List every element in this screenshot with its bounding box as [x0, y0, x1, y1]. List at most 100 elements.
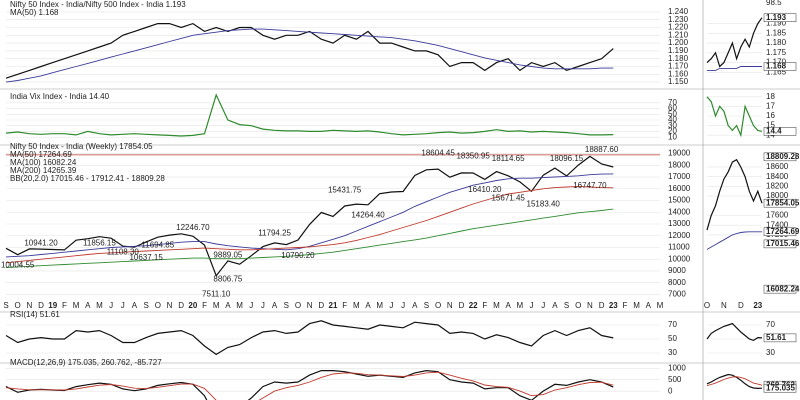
series-line [706, 17, 763, 68]
y-tick-label: 1.150 [668, 77, 689, 86]
x-tick-label: 22 [469, 301, 478, 310]
x-tick-label: N [26, 301, 32, 310]
x-tick-label: A [552, 301, 558, 310]
value-badge [763, 62, 797, 71]
legend-entry: RSI(14) 51.61 [10, 310, 60, 319]
x-tick-label: A [272, 301, 278, 310]
series-line [5, 320, 614, 356]
x-tick-label: 20 [188, 301, 197, 310]
y-tick-label: 8000 [668, 278, 686, 287]
panel [5, 93, 660, 138]
series-line [5, 371, 614, 400]
value-badge [763, 227, 797, 237]
y-tick-label: 60 [668, 104, 677, 113]
series-line [5, 173, 614, 258]
x-tick-label: N [447, 301, 453, 310]
x-tick-label: M [657, 301, 664, 310]
x-tick-label: M [493, 301, 500, 310]
series-line [5, 369, 614, 400]
y-tick-label: 1.190 [766, 19, 787, 28]
legend-entry: MA(50) 1.168 [10, 8, 59, 17]
y-tick-label: 1.210 [668, 30, 689, 39]
panel [706, 322, 763, 354]
pivot-label: 10637.15 [129, 253, 163, 262]
panel [706, 158, 763, 250]
y-tick-label: 1.170 [668, 62, 689, 71]
top-label: 98.5 [766, 0, 782, 7]
pivot-label: 15431.75 [328, 186, 362, 195]
x-tick-label: F [482, 301, 487, 310]
x-tick-label: J [249, 301, 253, 310]
x-tick-label: N [307, 301, 313, 310]
value-badge [763, 284, 797, 294]
panel [5, 153, 660, 295]
panel [5, 367, 660, 400]
pivot-label: 12246.70 [176, 223, 210, 232]
y-tick-label: 18000 [668, 160, 691, 169]
value-badge [763, 152, 797, 162]
x-tick-label: J [261, 301, 265, 310]
x-tick-label: M [517, 301, 524, 310]
x-tick-label: S [143, 301, 148, 310]
y-tick-label: 16000 [668, 184, 691, 193]
x-tick-label: A [646, 301, 652, 310]
pivot-label: 18350.95 [456, 151, 490, 160]
series-line [707, 66, 762, 71]
x-tick-label: D [38, 301, 44, 310]
x-tick-label: M [236, 301, 243, 310]
x-tick-label: N [167, 301, 173, 310]
x-tick-label: J [121, 301, 125, 310]
y-tick-label: 10000 [668, 254, 691, 263]
value-badge [763, 13, 797, 22]
series-line [5, 208, 614, 268]
y-tick-label: 16 [766, 111, 775, 120]
x-tick-label: J [541, 301, 545, 310]
x-tick-label: A [365, 301, 371, 310]
pivot-label: 16410.20 [468, 185, 502, 194]
y-tick-label: 9000 [668, 266, 686, 275]
y-tick-label: 1000 [668, 363, 686, 372]
y-tick-label: 18000 [766, 191, 789, 200]
legend-entry: Nifty 50 Index - India/Nifty 500 Index -… [10, 0, 186, 9]
y-tick-label: 1.230 [668, 15, 689, 24]
x-tick-label: S [564, 301, 569, 310]
x-tick-label: F [623, 301, 628, 310]
pivot-label: 10941.20 [24, 238, 58, 247]
y-tick-label: 50 [668, 109, 677, 118]
pivot-label: 15183.40 [527, 199, 561, 208]
x-tick-label: O [435, 301, 441, 310]
x-tick-label: F [62, 301, 67, 310]
panel [5, 320, 660, 356]
pivot-label: 14264.40 [351, 210, 385, 219]
y-tick-label: 1.185 [766, 28, 787, 37]
legend-entry: MA(50) 17264.69 [10, 150, 72, 159]
y-tick-label: 13000 [668, 219, 691, 228]
pivot-label: 7511.10 [202, 290, 231, 299]
y-tick-label: 1.180 [668, 54, 689, 63]
x-tick-label: M [633, 301, 640, 310]
y-tick-label: 70 [766, 320, 775, 329]
value-badge-label: 17015.46 [766, 239, 800, 248]
y-tick-label: 50 [668, 334, 677, 343]
x-tick-label: A [506, 301, 512, 310]
series-line [5, 93, 614, 137]
value-badge-label: 1.193 [766, 13, 787, 22]
pivot-label: 16747.70 [573, 181, 607, 190]
x-tick-label: M [96, 301, 103, 310]
x-tick-label: D [459, 301, 465, 310]
x-tick-label: 19 [48, 301, 57, 310]
x-tick-label: A [132, 301, 138, 310]
series-line [5, 155, 614, 277]
pivot-label: 18096.15 [550, 154, 584, 163]
series-line [706, 322, 763, 342]
value-badge [763, 127, 797, 136]
x-tick-label: S [424, 301, 429, 310]
value-badge [763, 239, 797, 249]
series-line [5, 22, 614, 79]
x-tick-label: S [3, 301, 8, 310]
value-badge-label: 17854.05 [766, 198, 800, 207]
x-tick-label: O [704, 301, 710, 310]
y-tick-label: 0 [668, 386, 673, 395]
legend-entry: MA(200) 14265.39 [10, 166, 77, 175]
pivot-label: 18114.65 [492, 154, 525, 163]
